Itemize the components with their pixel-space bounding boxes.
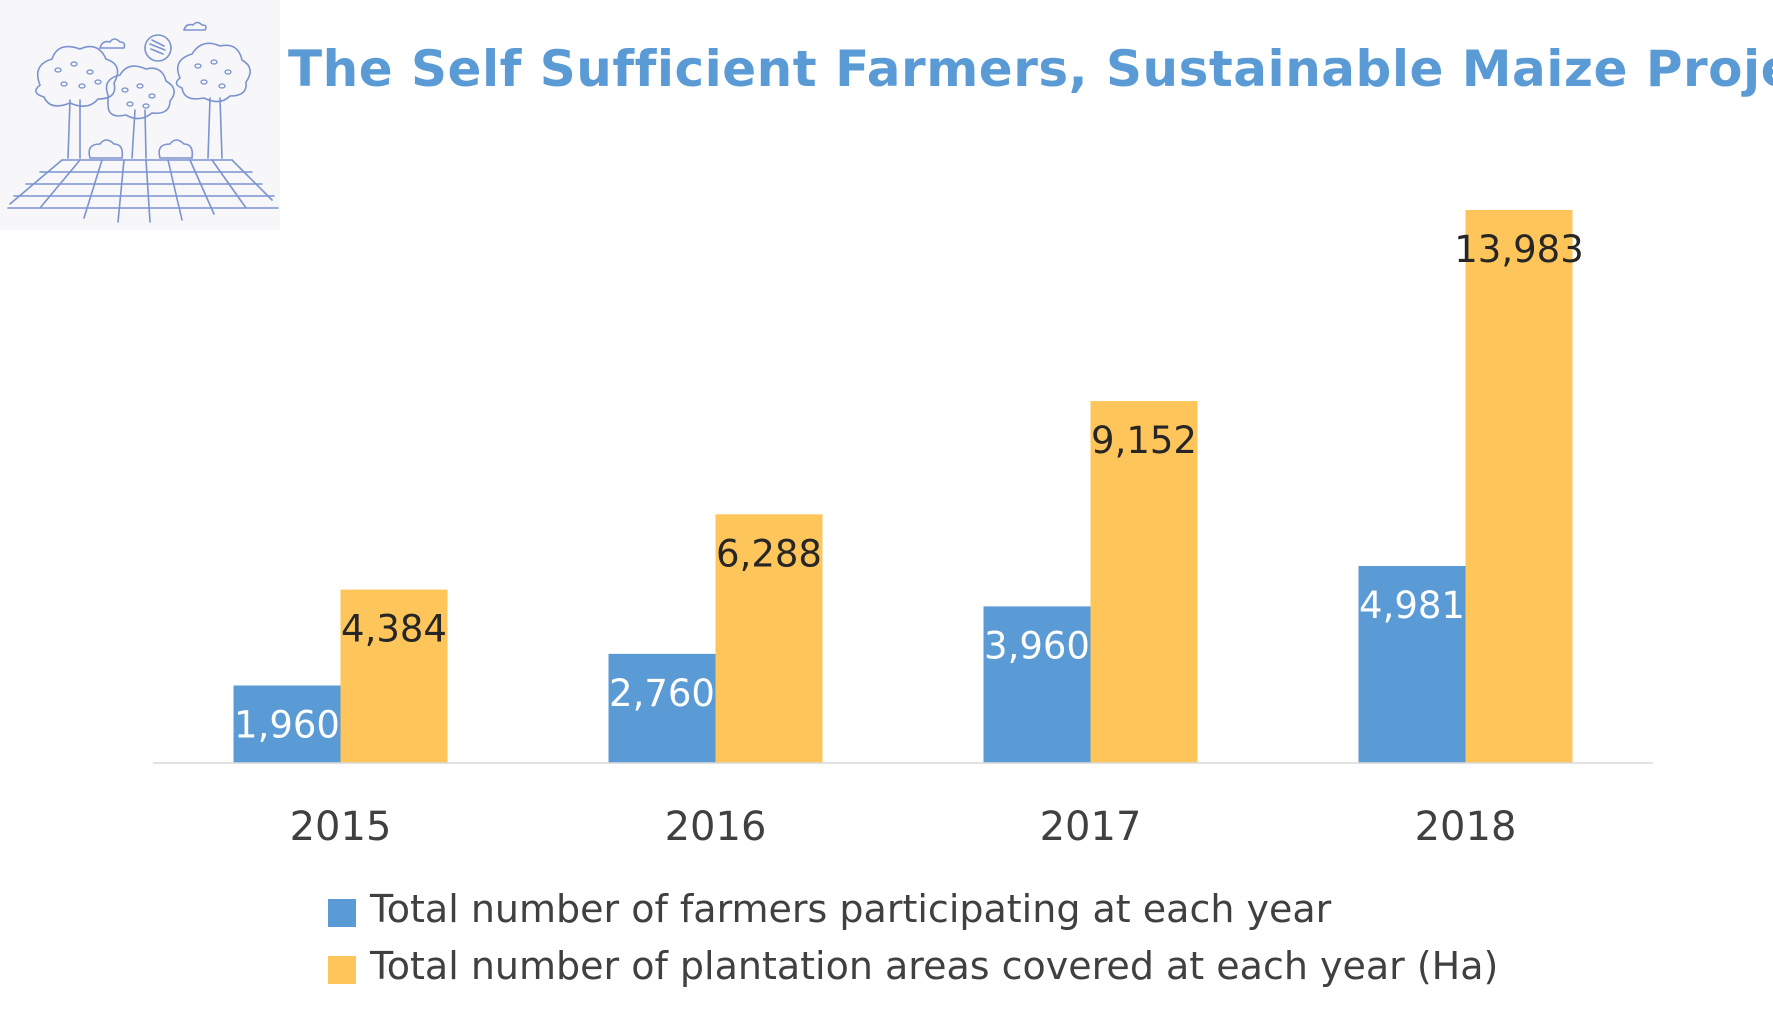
x-tick-label-2017: 2017 bbox=[1040, 804, 1142, 850]
legend-item-farmers: Total number of farmers participating at… bbox=[328, 880, 1498, 937]
bar-areas-2015 bbox=[340, 589, 448, 763]
legend-swatch-areas bbox=[328, 955, 356, 984]
bar-farmers-2015 bbox=[233, 685, 341, 763]
legend: Total number of farmers participating at… bbox=[328, 880, 1498, 994]
data-labels-layer: 1,960 4,384 2,760 6,288 3,960 9,152 4,981 13,98… bbox=[234, 228, 1584, 746]
bar-areas-2017 bbox=[1090, 401, 1198, 763]
data-label-areas-2017: 9,152 bbox=[1091, 419, 1197, 462]
data-label-farmers-2015: 1,960 bbox=[234, 703, 340, 746]
bar-chart: 1,960 4,384 2,760 6,288 3,960 9,152 4,981 13,98… bbox=[153, 210, 1653, 850]
bar-farmers-2018 bbox=[1358, 566, 1466, 763]
x-tick-label-2018: 2018 bbox=[1415, 804, 1517, 850]
bar-farmers-2016 bbox=[608, 653, 716, 763]
legend-label-farmers: Total number of farmers participating at… bbox=[370, 886, 1332, 931]
bar-areas-2018 bbox=[1465, 210, 1573, 763]
legend-item-areas: Total number of plantation areas covered… bbox=[328, 937, 1498, 994]
trees-field-logo bbox=[0, 0, 280, 230]
data-label-areas-2018: 13,983 bbox=[1454, 228, 1583, 271]
bars-layer bbox=[233, 210, 1573, 763]
x-tick-label-2016: 2016 bbox=[665, 804, 767, 850]
bar-farmers-2017 bbox=[983, 606, 1091, 763]
x-tick-label-2015: 2015 bbox=[290, 804, 392, 850]
data-label-farmers-2016: 2,760 bbox=[609, 672, 715, 715]
data-label-areas-2016: 6,288 bbox=[716, 532, 822, 575]
data-label-farmers-2018: 4,981 bbox=[1359, 584, 1465, 627]
data-label-areas-2015: 4,384 bbox=[341, 608, 447, 651]
x-tick-labels: 2015 2016 2017 2018 bbox=[290, 804, 1517, 850]
legend-label-areas: Total number of plantation areas covered… bbox=[370, 943, 1499, 988]
legend-swatch-farmers bbox=[328, 898, 356, 927]
data-label-farmers-2017: 3,960 bbox=[984, 624, 1090, 667]
bar-areas-2016 bbox=[715, 514, 823, 763]
chart-title: The Self Sufficient Farmers, Sustainable… bbox=[288, 40, 1773, 98]
